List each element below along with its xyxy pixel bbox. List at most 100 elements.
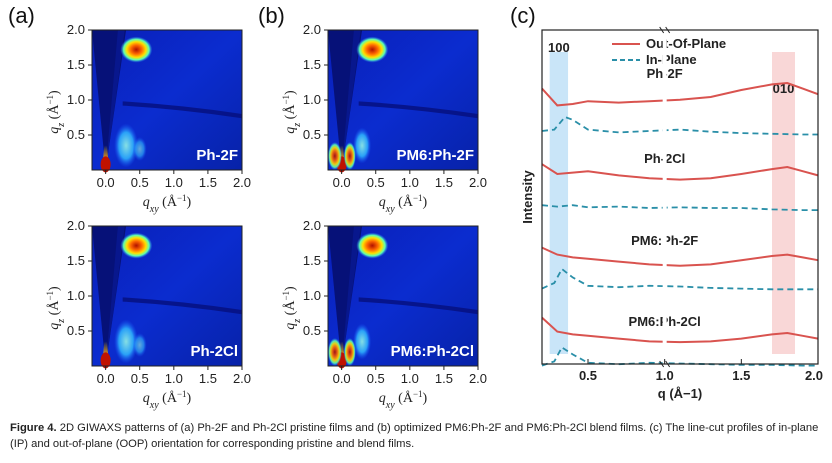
caption-label: Figure 4. [10,422,57,434]
figure-canvas: Ph-2F 0.5 1.0 1.5 2.0 0.0 0.5 1.0 1.5 2.0 qxy (Å−1… [45,22,823,411]
x-tick-label: 1.0 [656,368,674,383]
legend-entry: In-Plane [646,52,697,67]
qz-tick-label: 1.0 [67,92,85,107]
qxy-axis-title: qxy (Å−1) [143,389,192,411]
linecut-frame [541,29,819,365]
giwaxs-map-1: Ph-2F 0.5 1.0 1.5 2.0 0.0 0.5 1.0 1.5 2.0 qxy (Å−1… [45,22,251,215]
qxy-tick-label: 1.5 [199,175,217,190]
panel-label-c: (c) [510,3,536,28]
qxy-tick-label: 0.0 [97,371,115,386]
x-tick-label: 0.5 [579,368,597,383]
panel-label-b: (b) [258,3,285,28]
qz-tick-label: 0.5 [303,323,321,338]
qxy-tick-label: 1.5 [435,371,453,386]
x-tick-label: 2.0 [805,368,823,383]
wedge-edge [105,30,125,170]
qxy-tick-label: 2.0 [469,175,487,190]
qz-tick-label: 1.0 [67,288,85,303]
qxy-tick-label: 1.0 [401,175,419,190]
ip-lobe [114,123,139,168]
ip-curve [541,267,818,291]
x-axis-title: q (Å−1) [658,386,702,401]
qz-tick-label: 2.0 [303,22,321,37]
qxy-tick-label: 0.5 [131,371,149,386]
wedge-edge [341,226,361,366]
qz-tick-label: 2.0 [67,22,85,37]
giwaxs-map-2: PM6:Ph-2F 0.5 1.0 1.5 2.0 0.0 0.5 1.0 1.5 2.0 qxy … [281,22,487,215]
qxy-tick-label: 1.5 [199,371,217,386]
detector-gap [358,101,478,119]
qz-tick-label: 1.5 [303,57,321,72]
qz-axis-title: qz (Å−1) [45,286,67,330]
qxy-axis-title: qxy (Å−1) [143,193,192,215]
ip-curve [541,346,818,367]
ip-lobe [353,323,372,360]
qxy-tick-label: 2.0 [469,371,487,386]
blend-lobe-right [343,338,356,366]
qz-tick-label: 2.0 [303,218,321,233]
qxy-axis-title: qxy (Å−1) [379,389,428,411]
map-sample-label: Ph-2Cl [190,343,238,360]
detector-gap [122,297,242,315]
blend-lobe-left [327,338,342,366]
map-sample-label: PM6:Ph-2Cl [391,343,474,360]
legend-entry: Out-Of-Plane [646,36,726,51]
ip-lobe-2 [132,333,147,357]
blend-lobe-right [343,142,356,170]
qz-tick-label: 0.5 [67,323,85,338]
detector-gap [358,297,478,315]
qz-axis-title: qz (Å−1) [281,286,303,330]
qz-tick-label: 1.0 [303,92,321,107]
qxy-tick-label: 1.0 [165,371,183,386]
qz-tick-label: 0.5 [67,127,85,142]
detector-gap [122,101,242,119]
qz-tick-label: 1.5 [303,253,321,268]
qxy-tick-label: 0.5 [367,371,385,386]
qz-tick-label: 1.5 [67,253,85,268]
linecut-sample-3: PM6:Ph-2F [541,233,819,291]
peak-band-010 [772,52,795,354]
qxy-tick-label: 0.5 [131,175,149,190]
y-axis-title: Intensity [520,170,535,224]
qz-tick-label: 1.5 [67,57,85,72]
caption-text: 2D GIWAXS patterns of (a) Ph-2F and Ph-2… [10,422,819,450]
qxy-tick-label: 1.0 [165,175,183,190]
qz-axis-title: qz (Å−1) [45,90,67,134]
peak-band-100 [549,52,569,354]
qz-axis-title: qz (Å−1) [281,90,303,134]
qxy-tick-label: 2.0 [233,371,251,386]
giwaxs-map-4: PM6:Ph-2Cl 0.5 1.0 1.5 2.0 0.0 0.5 1.0 1.5 2.0 qxy… [281,218,487,411]
oop-peak [120,36,153,63]
giwaxs-map-3: Ph-2Cl 0.5 1.0 1.5 2.0 0.0 0.5 1.0 1.5 2.0 qxy (Å−… [45,218,251,411]
peak-label-100: 100 [548,40,570,55]
oop-curve [541,246,819,267]
qxy-tick-label: 2.0 [233,175,251,190]
axis-break-gap [662,30,667,365]
qxy-tick-label: 0.0 [333,175,351,190]
oop-peak [356,232,389,259]
qxy-tick-label: 0.5 [367,175,385,190]
qz-tick-label: 1.0 [303,288,321,303]
beam-spot [100,156,111,173]
oop-peak [356,36,389,63]
x-tick-label: 1.5 [732,368,750,383]
map-sample-label: Ph-2F [196,147,238,164]
qz-tick-label: 0.5 [303,127,321,142]
qxy-axis-title: qxy (Å−1) [379,193,428,215]
qxy-tick-label: 0.0 [333,371,351,386]
qz-tick-label: 2.0 [67,218,85,233]
map-sample-label: PM6:Ph-2F [396,147,474,164]
oop-curve [541,81,819,107]
wedge-edge [341,30,361,170]
blend-lobe-left [327,142,342,170]
oop-curve [541,163,819,181]
ip-lobe [114,319,139,364]
ip-lobe [353,127,372,164]
figure-caption: Figure 4. 2D GIWAXS patterns of (a) Ph-2… [10,420,825,452]
qxy-tick-label: 0.0 [97,175,115,190]
beam-spot [100,352,111,369]
oop-peak [120,232,153,259]
panel-label-a: (a) [8,3,35,28]
ip-lobe-2 [132,137,147,161]
qxy-tick-label: 1.5 [435,175,453,190]
